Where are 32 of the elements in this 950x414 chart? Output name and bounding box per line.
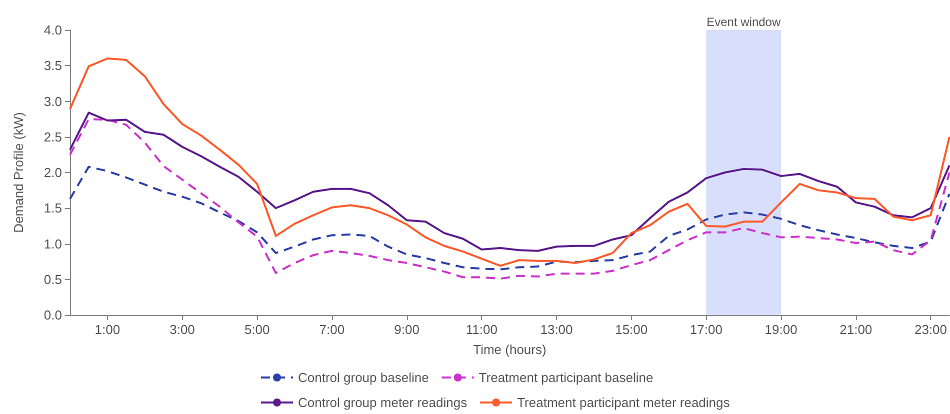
x-tick-label: 13:00 xyxy=(540,322,573,337)
line-series xyxy=(69,166,950,270)
y-tick-label: 2.5 xyxy=(44,129,62,144)
y-tick-label: 1.0 xyxy=(44,236,62,252)
y-axis-title: Demand Profile (kW) xyxy=(11,112,26,233)
legend-label: Treatment participant meter readings xyxy=(517,395,730,410)
y-tick-label: 2.0 xyxy=(44,165,62,180)
x-tick-label: 7:00 xyxy=(319,322,345,337)
x-tick-label: 9:00 xyxy=(394,322,420,337)
band-label: Event window xyxy=(706,15,781,29)
y-tick-label: 0.5 xyxy=(44,272,62,287)
legend-label: Control group baseline xyxy=(298,370,429,385)
legend-label: Control group meter readings xyxy=(298,395,468,410)
x-tick-label: 23:00 xyxy=(914,322,948,337)
x-tick-label: 21:00 xyxy=(840,322,872,337)
line-series xyxy=(69,112,950,252)
y-tick-label: 0.0 xyxy=(44,308,62,322)
x-axis-title: Time (hours) xyxy=(473,342,546,357)
y-tick-label: 3.0 xyxy=(44,94,62,109)
x-tick-label: 3:00 xyxy=(170,322,195,337)
line-series xyxy=(69,58,950,267)
x-tick-label: 15:00 xyxy=(615,322,648,337)
x-tick-label: 1:00 xyxy=(94,322,120,337)
legend-label: Treatment participant baseline xyxy=(478,370,654,385)
x-tick-label: 17:00 xyxy=(690,322,722,337)
x-tick-label: 19:00 xyxy=(764,322,798,337)
line-series xyxy=(69,118,950,280)
y-tick-label: 4.0 xyxy=(44,22,62,38)
x-tick-label: 5:00 xyxy=(244,322,270,337)
x-tick-label: 11:00 xyxy=(466,322,498,337)
y-tick-label: 3.5 xyxy=(44,58,62,74)
y-tick-label: 1.5 xyxy=(44,200,62,216)
